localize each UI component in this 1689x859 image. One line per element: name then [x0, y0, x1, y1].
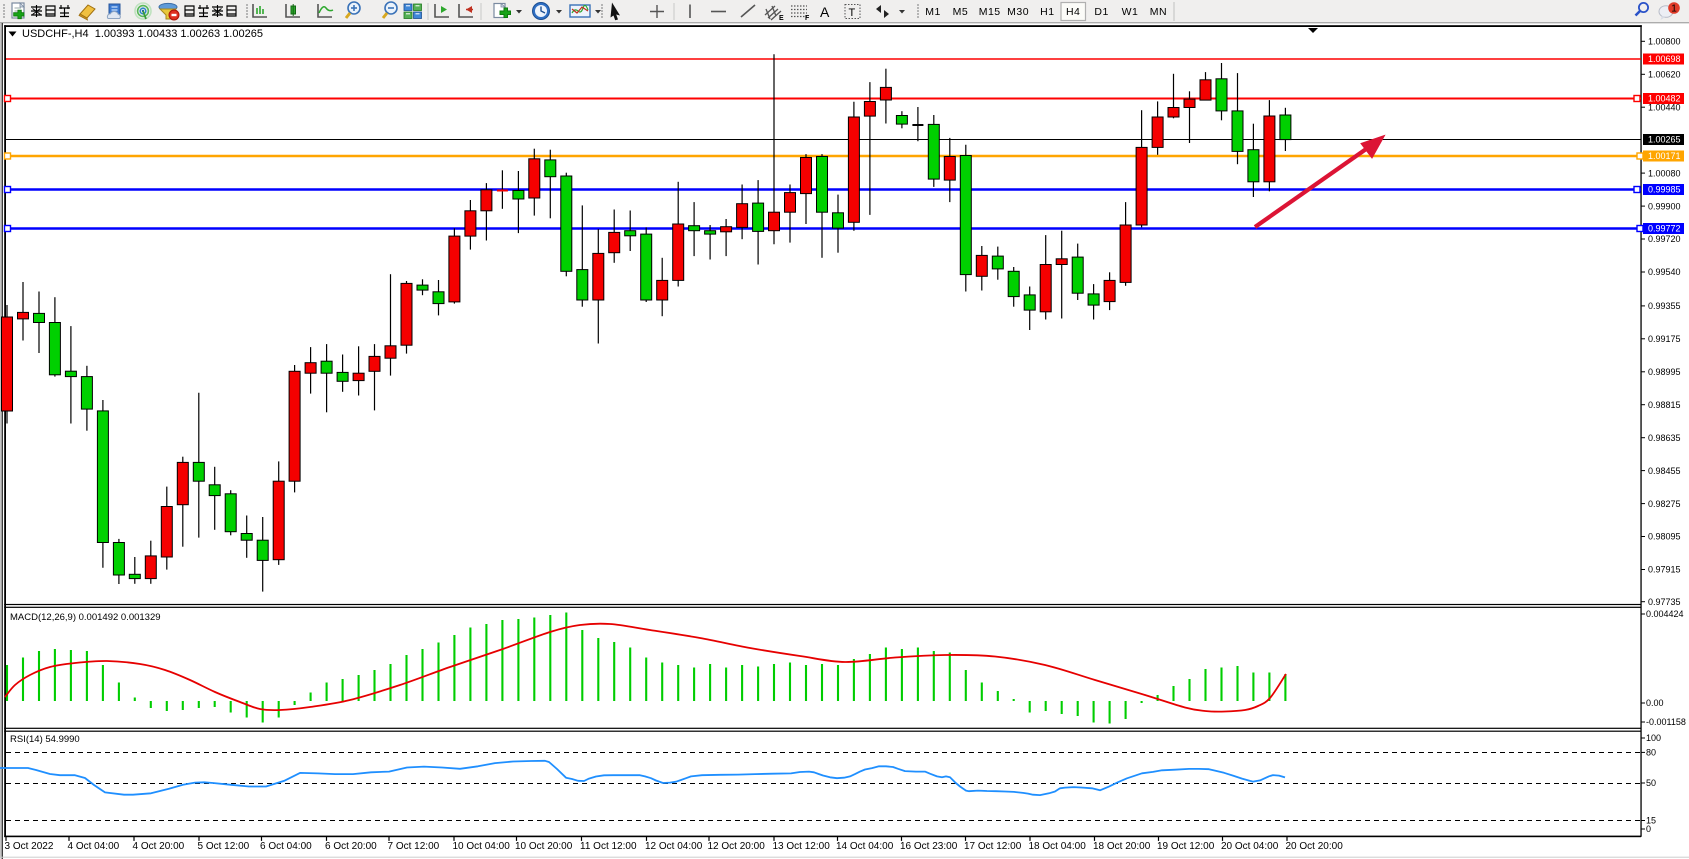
svg-text:1.00080: 1.00080 [1648, 168, 1681, 178]
svg-text:100: 100 [1646, 733, 1661, 743]
svg-text:19 Oct 12:00: 19 Oct 12:00 [1157, 841, 1215, 852]
svg-text:1.00620: 1.00620 [1648, 70, 1681, 80]
svg-text:0.99900: 0.99900 [1648, 201, 1681, 211]
svg-text:0.99772: 0.99772 [1648, 224, 1681, 234]
svg-text:5 Oct 12:00: 5 Oct 12:00 [198, 841, 250, 852]
svg-text:D1: D1 [1094, 6, 1108, 18]
svg-text:15: 15 [1646, 816, 1656, 826]
svg-text:1.00265: 1.00265 [1648, 135, 1681, 145]
svg-text:20 Oct 20:00: 20 Oct 20:00 [1286, 841, 1344, 852]
svg-text:H4: H4 [1066, 6, 1080, 18]
svg-text:80: 80 [1646, 748, 1656, 758]
svg-text:20 Oct 04:00: 20 Oct 04:00 [1221, 841, 1279, 852]
svg-text:0.98095: 0.98095 [1648, 532, 1681, 542]
svg-text:50: 50 [1646, 778, 1656, 788]
svg-text:A: A [820, 4, 830, 20]
svg-text:1.00171: 1.00171 [1648, 151, 1681, 161]
svg-text:0.97915: 0.97915 [1648, 565, 1681, 575]
svg-text:0: 0 [1646, 824, 1651, 834]
svg-text:18 Oct 04:00: 18 Oct 04:00 [1029, 841, 1087, 852]
svg-text:0.99355: 0.99355 [1648, 301, 1681, 311]
svg-text:0.00: 0.00 [1646, 698, 1664, 708]
svg-text:W1: W1 [1122, 6, 1139, 18]
svg-text:0.99175: 0.99175 [1648, 334, 1681, 344]
svg-text:6 Oct 20:00: 6 Oct 20:00 [325, 841, 377, 852]
svg-text:H1: H1 [1040, 6, 1054, 18]
svg-text:3 Oct 2022: 3 Oct 2022 [5, 841, 54, 852]
svg-text:13 Oct 12:00: 13 Oct 12:00 [773, 841, 831, 852]
svg-text:T: T [849, 7, 856, 19]
svg-text:0.98995: 0.98995 [1648, 367, 1681, 377]
svg-text:1.00440: 1.00440 [1648, 102, 1681, 112]
svg-text:0.98815: 0.98815 [1648, 400, 1681, 410]
svg-text:USDCHF-,H4 1.00393 1.00433 1.: USDCHF-,H4 1.00393 1.00433 1.00263 1.002… [22, 28, 263, 40]
svg-text:4 Oct 20:00: 4 Oct 20:00 [133, 841, 185, 852]
svg-text:0.99540: 0.99540 [1648, 267, 1681, 277]
svg-text:-0.001158: -0.001158 [1646, 717, 1686, 727]
svg-text:RSI(14) 54.9990: RSI(14) 54.9990 [10, 734, 80, 745]
svg-text:0.99720: 0.99720 [1648, 234, 1681, 244]
svg-text:MACD(12,26,9) 0.001492 0.00132: MACD(12,26,9) 0.001492 0.001329 [10, 612, 161, 623]
svg-text:0.98275: 0.98275 [1648, 499, 1681, 509]
svg-text:1.00698: 1.00698 [1648, 54, 1681, 64]
svg-text:E: E [779, 15, 784, 22]
svg-text:10 Oct 04:00: 10 Oct 04:00 [453, 841, 511, 852]
svg-text:18 Oct 20:00: 18 Oct 20:00 [1093, 841, 1151, 852]
svg-text:11 Oct 12:00: 11 Oct 12:00 [580, 841, 637, 852]
svg-text:14 Oct 04:00: 14 Oct 04:00 [836, 841, 894, 852]
svg-text:0.99985: 0.99985 [1648, 185, 1681, 195]
svg-text:4 Oct 04:00: 4 Oct 04:00 [68, 841, 120, 852]
svg-text:6 Oct 04:00: 6 Oct 04:00 [260, 841, 312, 852]
svg-text:M30: M30 [1007, 6, 1029, 18]
svg-text:16 Oct 23:00: 16 Oct 23:00 [900, 841, 958, 852]
svg-text:0.98635: 0.98635 [1648, 433, 1681, 443]
svg-text:12 Oct 04:00: 12 Oct 04:00 [645, 841, 703, 852]
svg-text:0.98455: 0.98455 [1648, 466, 1681, 476]
svg-text:1.00800: 1.00800 [1648, 37, 1681, 47]
svg-text:F: F [805, 15, 810, 22]
svg-text:7 Oct 12:00: 7 Oct 12:00 [388, 841, 440, 852]
svg-text:M1: M1 [925, 6, 941, 18]
svg-text:12 Oct 20:00: 12 Oct 20:00 [708, 841, 766, 852]
svg-text:M5: M5 [953, 6, 969, 18]
svg-text:M15: M15 [979, 6, 1001, 18]
svg-text:1: 1 [1671, 4, 1677, 15]
svg-text:1.00482: 1.00482 [1648, 94, 1681, 104]
svg-text:0.97735: 0.97735 [1648, 597, 1681, 607]
svg-text:10 Oct 20:00: 10 Oct 20:00 [515, 841, 573, 852]
svg-text:MN: MN [1150, 6, 1167, 18]
svg-text:17 Oct 12:00: 17 Oct 12:00 [964, 841, 1022, 852]
svg-text:0.004424: 0.004424 [1646, 609, 1684, 619]
